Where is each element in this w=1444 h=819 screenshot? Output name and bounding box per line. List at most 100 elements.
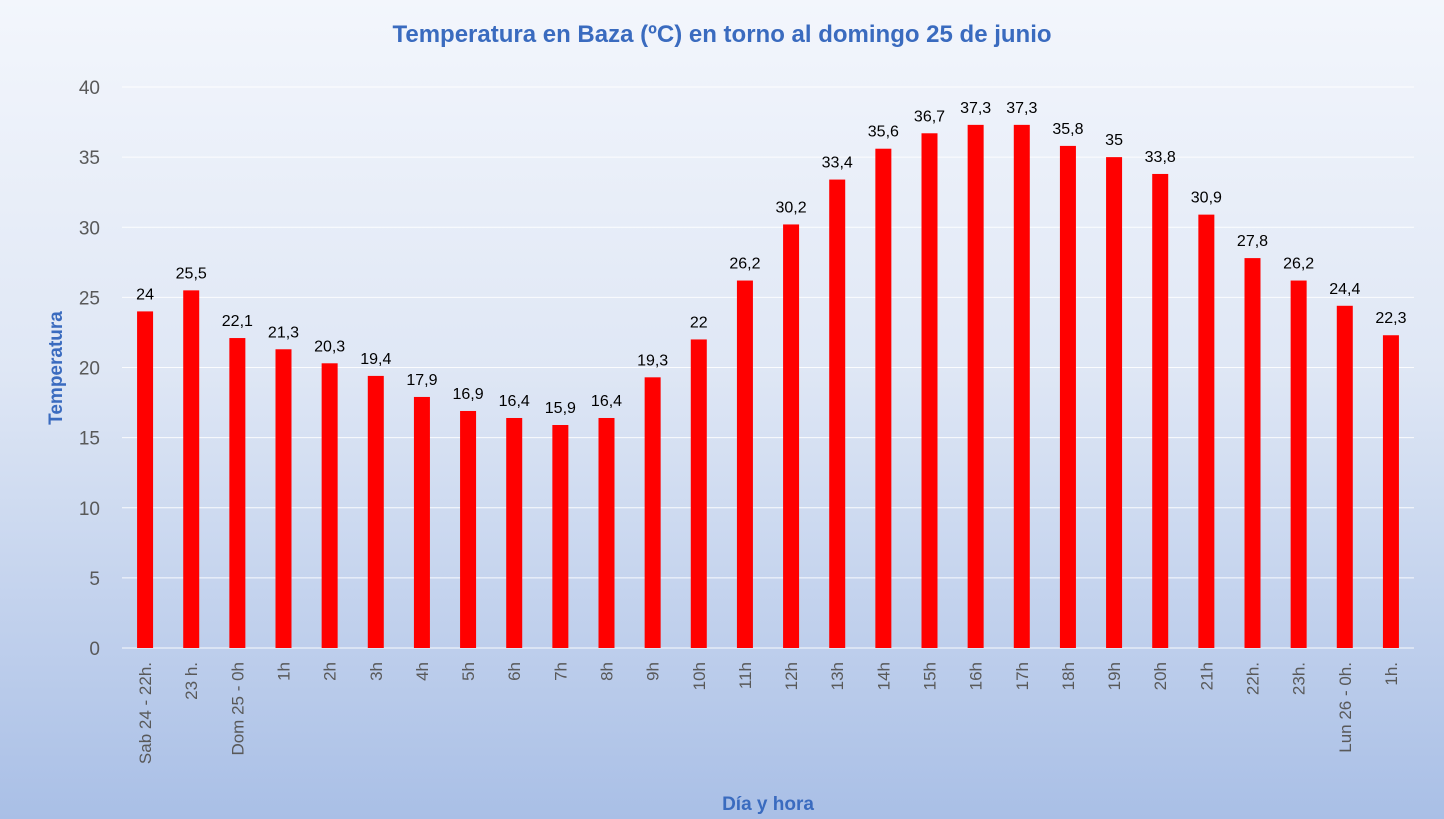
bar <box>275 349 292 648</box>
data-label: 19,3 <box>637 352 668 369</box>
bar <box>1244 258 1261 648</box>
y-tick-label: 15 <box>79 429 100 450</box>
data-label: 33,8 <box>1145 149 1176 166</box>
bar <box>598 417 615 648</box>
y-tick-label: 0 <box>89 639 100 660</box>
data-label: 33,4 <box>822 155 853 172</box>
data-label: 24,4 <box>1329 281 1360 298</box>
x-tick-label: 4h <box>413 662 432 681</box>
bar <box>829 179 846 648</box>
bar <box>1198 214 1215 648</box>
data-label: 30,2 <box>776 199 807 216</box>
bar <box>1290 280 1307 648</box>
x-tick-label: 6h <box>505 662 524 681</box>
data-label: 37,3 <box>960 100 991 117</box>
data-label: 25,5 <box>176 265 207 282</box>
bar <box>967 124 984 649</box>
bar <box>644 377 661 648</box>
x-tick-label: 2h <box>321 662 340 681</box>
data-label: 36,7 <box>914 108 945 125</box>
x-axis-ticks: Sab 24 - 22h. 23 h. Dom 25 - 0h 1h 2h 3h 4h 5h 6… <box>136 662 1401 764</box>
bar <box>1336 305 1353 648</box>
gridlines <box>122 86 1414 649</box>
data-label: 21,3 <box>268 324 299 341</box>
x-tick-label: 23h. <box>1290 662 1309 695</box>
data-label: 24 <box>136 286 154 303</box>
y-tick-label: 30 <box>79 218 100 239</box>
bar <box>552 425 569 648</box>
y-tick-label: 35 <box>79 148 100 169</box>
y-tick-label: 40 <box>79 78 100 99</box>
bar <box>183 290 200 648</box>
x-tick-label: 20h <box>1151 662 1170 690</box>
data-label: 16,4 <box>499 393 530 410</box>
bar <box>1059 145 1076 648</box>
data-label: 22 <box>690 314 708 331</box>
bar <box>413 396 430 648</box>
bar <box>506 417 523 648</box>
data-label: 16,9 <box>453 386 484 403</box>
bar <box>736 280 753 648</box>
data-label: 27,8 <box>1237 233 1268 250</box>
y-axis-ticks: 0 5 10 15 20 25 30 35 40 <box>79 78 100 660</box>
chart-title: Temperatura en Baza (ºC) en torno al dom… <box>392 21 1051 48</box>
data-label: 26,2 <box>729 256 760 273</box>
y-axis-title: Temperatura <box>46 311 67 425</box>
bar <box>1013 124 1030 649</box>
x-tick-label: 12h <box>782 662 801 690</box>
x-tick-label: Lun 26 - 0h. <box>1336 662 1355 753</box>
bar <box>875 148 892 648</box>
data-label: 22,1 <box>222 313 253 330</box>
bar <box>1152 173 1169 648</box>
x-tick-label: 16h <box>967 662 986 690</box>
bar <box>229 338 246 648</box>
x-tick-label: 23 h. <box>182 662 201 700</box>
bar <box>321 363 338 648</box>
x-tick-label: 15h <box>921 662 940 690</box>
x-tick-label: 7h <box>551 662 570 681</box>
data-label: 16,4 <box>591 393 622 410</box>
data-label: 37,3 <box>1006 100 1037 117</box>
bar <box>460 410 477 648</box>
data-label: 30,9 <box>1191 190 1222 207</box>
bar <box>367 375 384 648</box>
x-tick-label: 1h. <box>1382 662 1401 686</box>
x-tick-label: 3h <box>367 662 386 681</box>
data-label: 17,9 <box>406 372 437 389</box>
bar <box>1382 335 1399 648</box>
bar <box>921 133 938 649</box>
x-tick-label: 18h <box>1059 662 1078 690</box>
y-tick-label: 25 <box>79 288 100 309</box>
x-tick-label: 8h <box>598 662 617 681</box>
data-label: 15,9 <box>545 400 576 417</box>
data-label: 35,6 <box>868 124 899 141</box>
bar <box>783 224 800 648</box>
x-tick-label: 11h <box>736 662 755 689</box>
bar <box>137 311 154 648</box>
bar <box>690 339 707 648</box>
data-label: 35 <box>1105 132 1123 149</box>
x-tick-label: 19h <box>1105 662 1124 690</box>
bars <box>137 124 1399 649</box>
x-tick-label: Sab 24 - 22h. <box>136 662 155 764</box>
x-tick-label: 1h <box>275 662 294 681</box>
x-tick-label: 10h <box>690 662 709 690</box>
bar <box>1106 157 1123 648</box>
y-tick-label: 20 <box>79 359 100 380</box>
data-label: 19,4 <box>360 351 391 368</box>
y-tick-label: 10 <box>79 499 100 520</box>
data-labels: 24 25,5 22,1 21,3 20,3 19,4 17,9 16,9 16,4 15,9 16… <box>136 100 1406 417</box>
x-tick-label: 14h <box>874 662 893 690</box>
x-tick-label: 13h <box>828 662 847 690</box>
x-tick-label: 5h <box>459 662 478 681</box>
x-tick-label: 9h <box>644 662 663 681</box>
x-axis-title: Día y hora <box>722 794 814 815</box>
y-tick-label: 5 <box>89 569 100 590</box>
x-tick-label: 22h. <box>1244 662 1263 695</box>
data-label: 26,2 <box>1283 256 1314 273</box>
x-tick-label: Dom 25 - 0h <box>228 662 247 756</box>
x-tick-label: 17h <box>1013 662 1032 690</box>
data-label: 35,8 <box>1052 121 1083 138</box>
data-label: 22,3 <box>1375 310 1406 327</box>
